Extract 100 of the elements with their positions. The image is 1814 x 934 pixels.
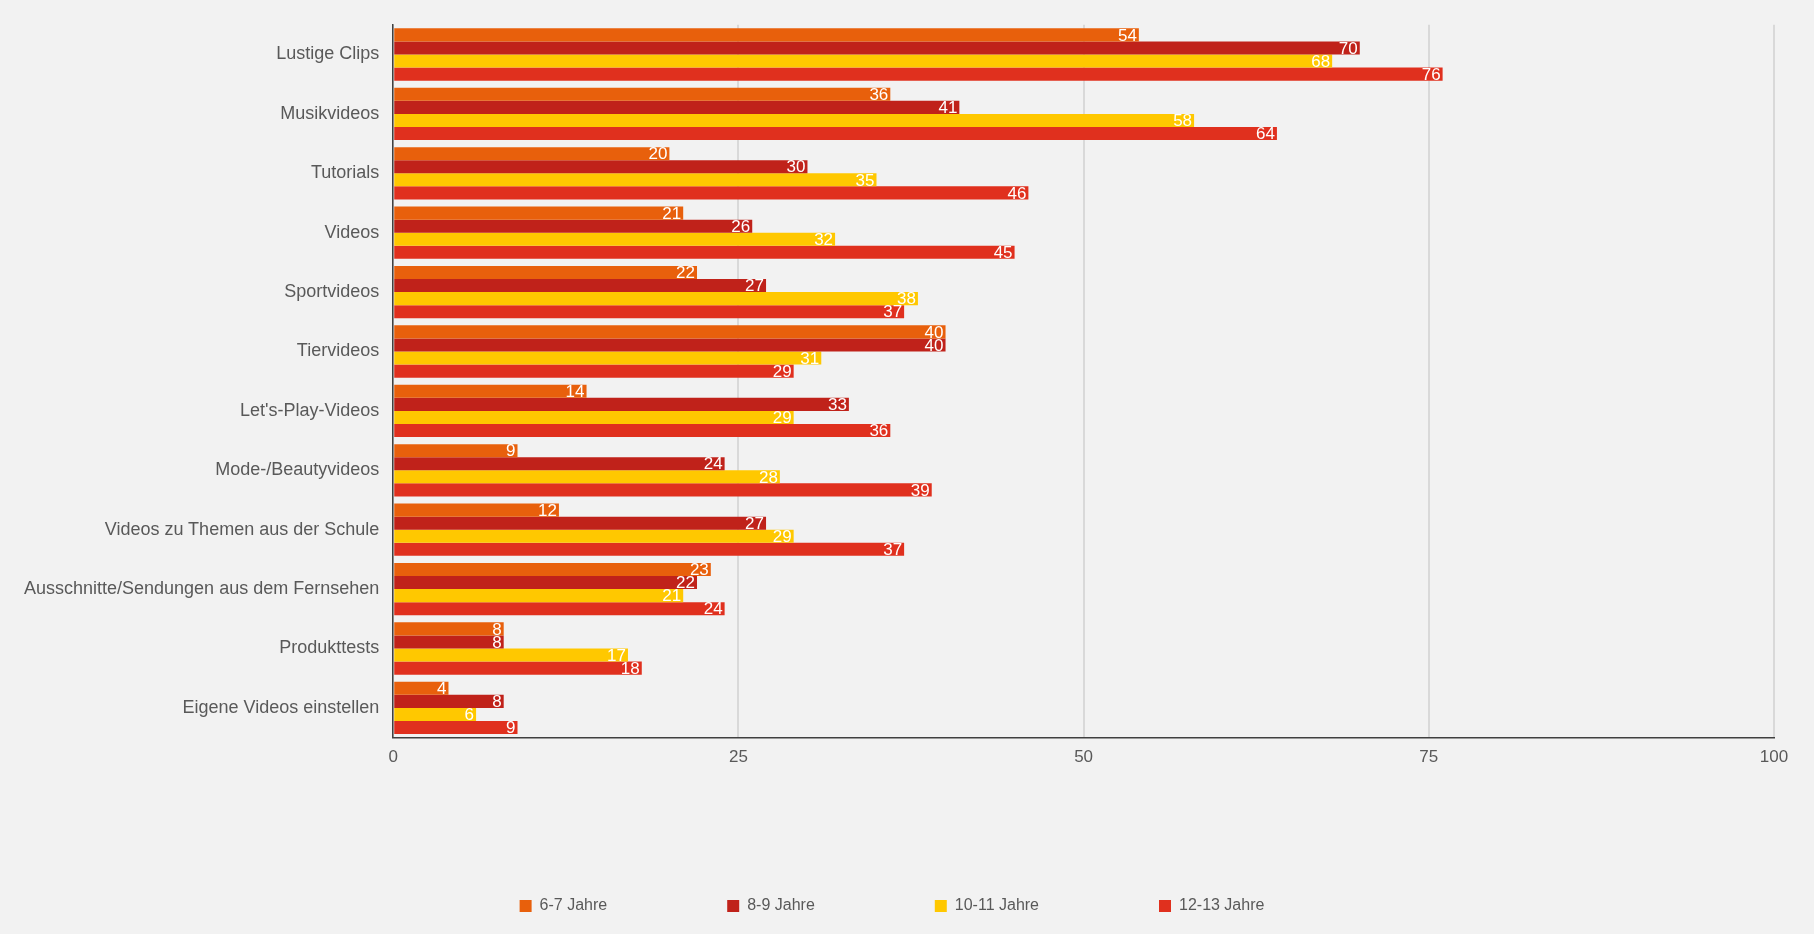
data-label: 14 xyxy=(565,381,585,401)
bar xyxy=(394,622,504,636)
data-label: 35 xyxy=(855,170,875,190)
y-tick-label: Musikvideos xyxy=(280,102,380,123)
bar xyxy=(394,423,891,438)
bar xyxy=(394,265,697,280)
data-label: 27 xyxy=(745,513,765,533)
bar xyxy=(394,100,960,114)
y-tick-label: Lustige Clips xyxy=(276,43,380,64)
y-tick-label: Videos xyxy=(324,221,380,242)
x-tick-label: 0 xyxy=(388,747,398,767)
data-label: 41 xyxy=(938,98,958,118)
bar xyxy=(394,529,794,543)
data-label: 31 xyxy=(800,348,820,368)
x-tick-label: 75 xyxy=(1419,747,1439,767)
bar xyxy=(394,457,725,471)
bar xyxy=(394,562,711,577)
data-label: 27 xyxy=(745,276,765,296)
data-label: 29 xyxy=(772,361,792,381)
bar xyxy=(394,635,504,649)
bar xyxy=(394,602,725,616)
bar xyxy=(394,87,891,101)
data-label: 36 xyxy=(869,84,889,104)
data-label: 24 xyxy=(703,599,723,619)
data-label: 29 xyxy=(772,408,792,428)
bar xyxy=(394,694,504,708)
data-label: 12 xyxy=(538,500,557,520)
bar xyxy=(394,516,767,530)
bar xyxy=(394,661,642,675)
bar xyxy=(394,292,918,306)
bar xyxy=(394,147,670,161)
bar xyxy=(394,206,684,220)
bar xyxy=(394,384,587,398)
y-tick-label: Eigene Videos einstellen xyxy=(182,696,380,717)
bar xyxy=(394,503,559,517)
data-label: 21 xyxy=(662,203,682,223)
bar xyxy=(394,28,1139,42)
bar xyxy=(394,410,794,424)
bar xyxy=(394,470,780,484)
bar xyxy=(394,589,684,603)
data-label: 29 xyxy=(772,526,792,546)
bar xyxy=(394,126,1277,141)
data-label: 9 xyxy=(506,718,516,738)
data-label: 28 xyxy=(758,467,778,487)
legend-label: 6-7 Jahre xyxy=(539,896,608,914)
data-label: 24 xyxy=(703,454,723,474)
bar xyxy=(394,173,877,187)
bar xyxy=(394,113,1195,127)
bar xyxy=(394,219,753,233)
bar xyxy=(394,542,905,556)
y-tick-label: Let's-Play-Videos xyxy=(240,399,380,420)
bar xyxy=(394,397,849,411)
bar xyxy=(394,444,518,458)
y-tick-label: Sportvideos xyxy=(284,281,380,302)
bar xyxy=(394,707,477,721)
bar xyxy=(394,681,449,695)
legend-label: 10-11 Jahre xyxy=(954,896,1040,914)
x-tick-label: 100 xyxy=(1759,747,1789,767)
legend-label: 8-9 Jahre xyxy=(747,896,815,914)
data-label: 20 xyxy=(648,144,668,164)
bar xyxy=(394,576,697,590)
bar xyxy=(394,305,905,319)
bar xyxy=(394,364,794,378)
data-label: 22 xyxy=(676,263,695,283)
bar xyxy=(394,279,767,293)
data-label: 30 xyxy=(786,157,806,177)
data-label: 33 xyxy=(827,395,847,415)
data-label: 45 xyxy=(993,242,1013,262)
y-tick-label: Tutorials xyxy=(310,162,380,183)
bar xyxy=(394,160,808,174)
bar xyxy=(394,245,1015,259)
data-label: 37 xyxy=(883,539,903,559)
bar xyxy=(394,67,1443,81)
data-label: 70 xyxy=(1338,38,1358,58)
bar xyxy=(394,41,1360,55)
data-label: 54 xyxy=(1117,25,1137,45)
y-tick-label: Mode-/Beautyvideos xyxy=(215,459,380,480)
y-tick-label: Ausschnitte/Sendungen aus dem Fernsehen xyxy=(23,578,380,599)
bar xyxy=(394,720,518,735)
data-label: 46 xyxy=(1007,183,1027,203)
y-tick-label: Produkttests xyxy=(279,637,380,658)
data-label: 39 xyxy=(910,480,930,500)
data-label: 36 xyxy=(869,421,889,441)
bar xyxy=(394,351,822,365)
x-tick-label: 50 xyxy=(1074,747,1094,767)
bar xyxy=(394,483,932,497)
data-label: 64 xyxy=(1256,124,1275,144)
legend-label: 12-13 Jahre xyxy=(1179,896,1265,914)
data-label: 4 xyxy=(437,678,447,698)
data-label: 68 xyxy=(1311,51,1331,71)
data-label: 6 xyxy=(464,705,475,725)
y-tick-label: Tiervideos xyxy=(296,340,380,361)
x-tick-label: 25 xyxy=(728,747,748,767)
bar xyxy=(394,325,946,339)
bar xyxy=(394,232,836,246)
data-label: 26 xyxy=(731,216,751,236)
data-label: 9 xyxy=(506,441,516,461)
bar xyxy=(394,338,946,352)
bar xyxy=(394,186,1029,200)
data-label: 32 xyxy=(814,229,834,249)
